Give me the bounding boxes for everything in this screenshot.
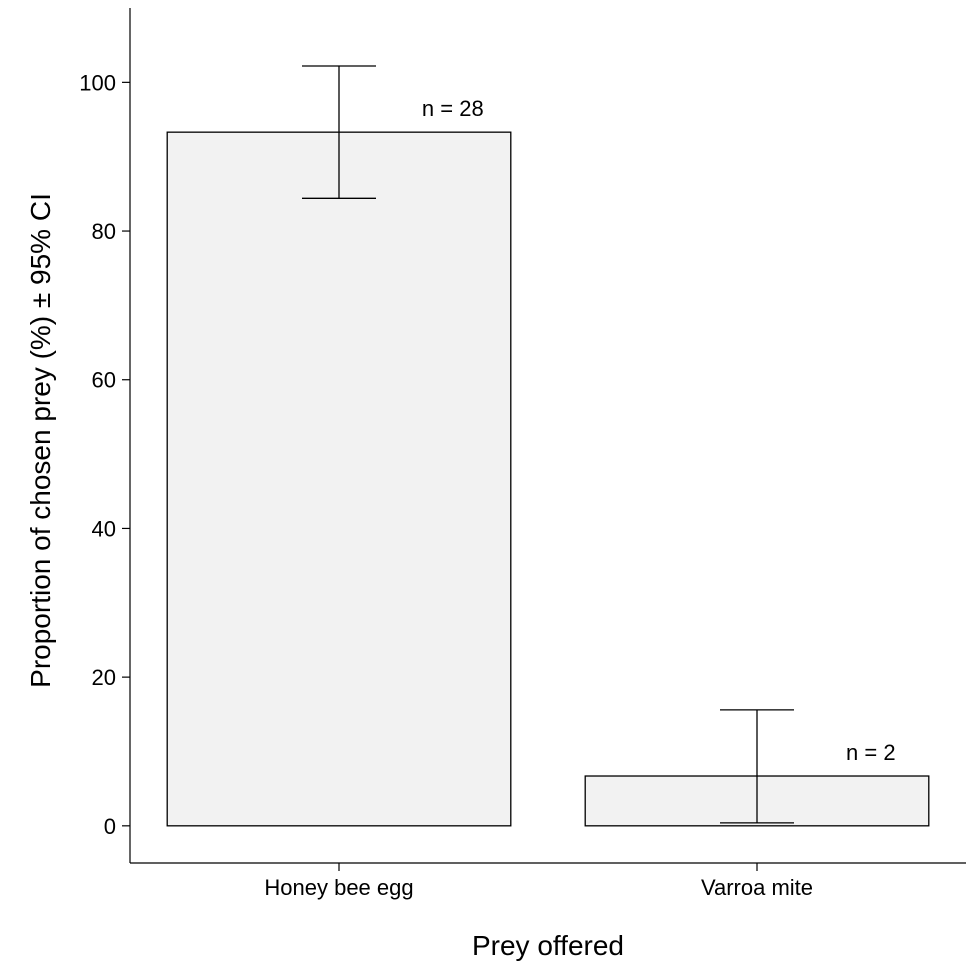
data-label: n = 2 (846, 740, 896, 765)
y-tick-label: 80 (92, 219, 116, 244)
error-bar (720, 709, 794, 824)
data-label: n = 28 (422, 96, 484, 121)
y-tick-label: 100 (79, 70, 116, 95)
bars (166, 131, 930, 827)
x-tick-label: Varroa mite (701, 875, 813, 900)
bar (166, 131, 512, 827)
annotations: n = 28 n = 2 (422, 96, 896, 765)
x-axis-ticks: Honey bee egg Varroa mite (264, 863, 813, 900)
y-tick-label: 20 (92, 665, 116, 690)
x-axis-title: Prey offered (472, 930, 624, 961)
x-tick-label: Honey bee egg (264, 875, 413, 900)
error-bars (302, 65, 794, 824)
y-axis-ticks: 0 20 40 60 80 100 (79, 70, 130, 839)
y-axis-title: Proportion of chosen prey (%) ± 95% CI (25, 193, 56, 688)
plot-area: 0 20 40 60 80 100 Honey bee egg Varroa mite n … (79, 8, 966, 900)
error-bar (302, 65, 376, 199)
y-tick-label: 60 (92, 368, 116, 393)
y-tick-label: 0 (104, 814, 116, 839)
y-tick-label: 40 (92, 516, 116, 541)
